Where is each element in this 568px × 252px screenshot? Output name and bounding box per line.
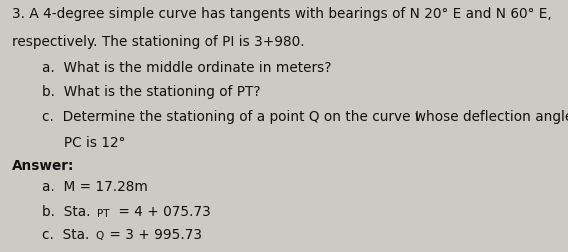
Text: respectively. The stationing of PI is 3+980.: respectively. The stationing of PI is 3+… — [12, 35, 305, 48]
Text: Answer:: Answer: — [12, 159, 75, 173]
Text: = 3 + 995.73: = 3 + 995.73 — [105, 227, 202, 241]
Text: = 4 + 075.73: = 4 + 075.73 — [114, 204, 211, 218]
Text: c.  Determine the stationing of a point Q on the curve whose deflection angle fr: c. Determine the stationing of a point Q… — [42, 109, 568, 123]
Text: I: I — [415, 109, 419, 123]
Text: PT: PT — [97, 208, 110, 218]
Text: b.  What is the stationing of PT?: b. What is the stationing of PT? — [42, 85, 261, 99]
Text: b.  Sta.: b. Sta. — [42, 204, 90, 218]
Text: Q: Q — [96, 230, 104, 240]
Text: 3. A 4-degree simple curve has tangents with bearings of N 20° E and N 60° E,: 3. A 4-degree simple curve has tangents … — [12, 7, 552, 21]
Text: a.  What is the middle ordinate in meters?: a. What is the middle ordinate in meters… — [42, 61, 331, 75]
Text: a.  M = 17.28m: a. M = 17.28m — [42, 179, 148, 193]
Text: c.  Sta.: c. Sta. — [42, 227, 89, 241]
Text: PC is 12°: PC is 12° — [42, 135, 125, 149]
